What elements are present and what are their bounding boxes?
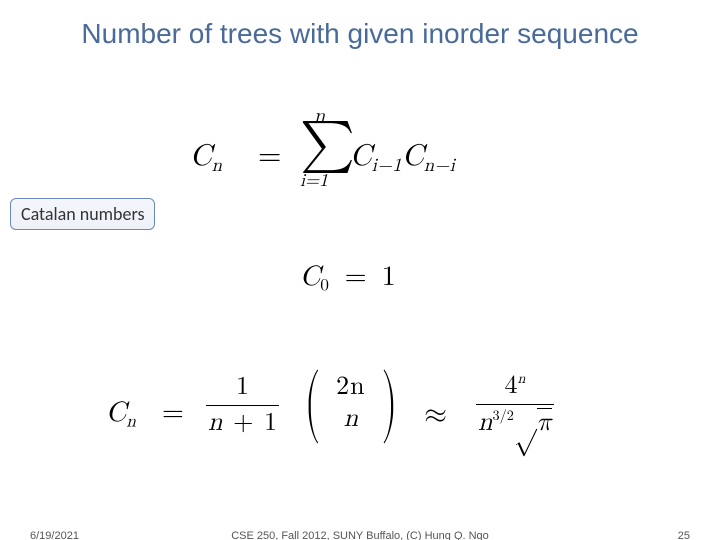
binom-bot: n bbox=[344, 406, 358, 432]
sym-n: n bbox=[478, 410, 492, 436]
paren-right-icon: ) bbox=[381, 366, 397, 440]
paren-left-icon: ( bbox=[304, 366, 320, 440]
slide: { "title": "Number of trees with given i… bbox=[0, 0, 720, 540]
sym-n: n bbox=[208, 410, 222, 436]
footer-center: CSE 250, Fall 2012, SUNY Buffalo, (C) Hu… bbox=[0, 530, 720, 540]
sym-exp-n: n bbox=[517, 371, 525, 386]
sym-1: 1 bbox=[382, 263, 396, 291]
sigma-lower: i=1 bbox=[300, 170, 328, 192]
footer-page-number: 25 bbox=[678, 530, 690, 540]
binom-top: 2n bbox=[336, 374, 365, 400]
sym-4: 4 bbox=[504, 373, 517, 399]
sym-1: 1 bbox=[264, 410, 277, 436]
sym-sub-i-1: i−1 bbox=[372, 156, 402, 175]
formula-base-case: C0 = 1 bbox=[300, 260, 396, 297]
sym-C: C bbox=[402, 141, 424, 171]
sym-sub-n: n bbox=[126, 414, 136, 431]
sym-plus: + bbox=[233, 410, 253, 436]
catalan-numbers-link[interactable]: Catalan numbers bbox=[10, 198, 155, 230]
page-title: Number of trees with given inorder seque… bbox=[0, 18, 720, 50]
sym-C: C bbox=[190, 141, 212, 171]
binomial-2n-n: ( 2n n ) bbox=[298, 366, 404, 440]
sym-exp-3-2: 3/2 bbox=[492, 408, 513, 423]
sym-C: C bbox=[300, 263, 320, 291]
sym-pi: π bbox=[537, 408, 552, 436]
sym-equals: = bbox=[162, 396, 184, 430]
sym-C: C bbox=[350, 141, 372, 171]
frac-num: 1 bbox=[206, 372, 279, 403]
sym-equals: = bbox=[258, 138, 281, 174]
sym-approx: ≈ bbox=[424, 396, 447, 432]
sym-C: C bbox=[106, 399, 126, 427]
fraction-1-over-nplus1: 1 n + 1 bbox=[206, 372, 279, 439]
sym-sub-n: n bbox=[212, 156, 223, 175]
sym-sub-0: 0 bbox=[320, 278, 329, 295]
sym-equals: = bbox=[345, 263, 367, 291]
fraction-asymptotic: 4n n3/2√π bbox=[476, 370, 554, 439]
sym-sub-n-i: n−i bbox=[424, 156, 455, 175]
sigma-icon: ∑ bbox=[300, 114, 355, 176]
sqrt-pi: √π bbox=[514, 407, 552, 439]
